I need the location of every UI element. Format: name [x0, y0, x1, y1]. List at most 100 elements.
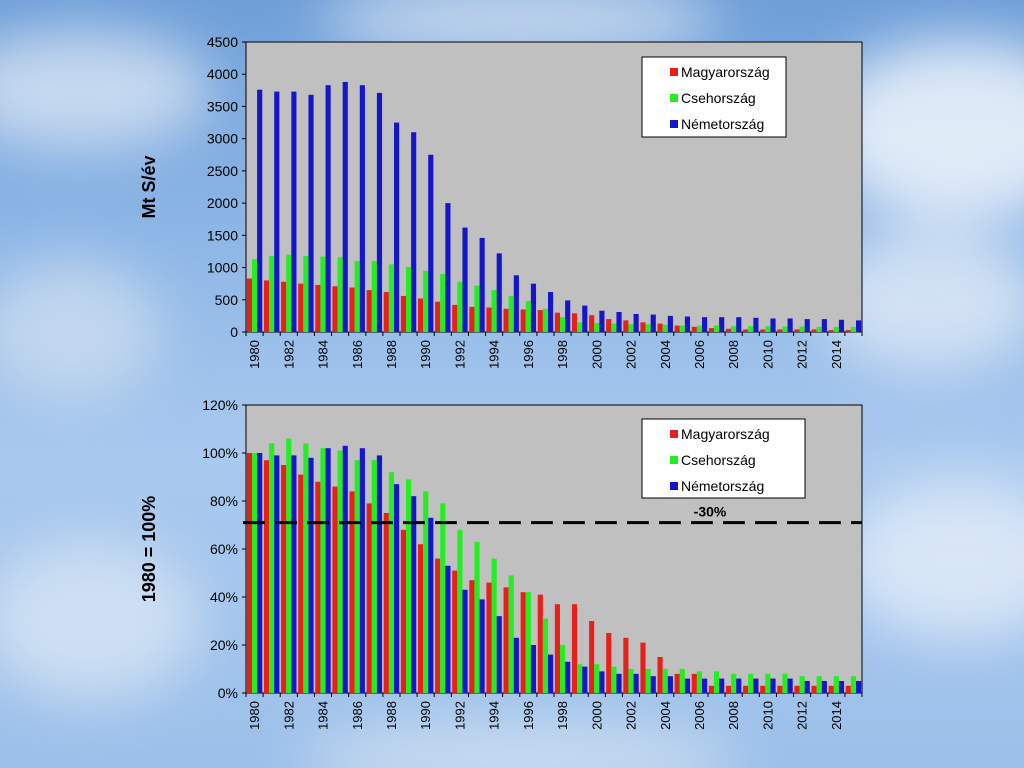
bar-0-1992 [452, 304, 458, 332]
bar-0-1983 [298, 283, 304, 332]
bar-1-1985 [337, 450, 343, 693]
bar-2-1984 [325, 85, 331, 332]
bar-0-2004 [657, 657, 663, 693]
bar-0-1998 [554, 312, 560, 332]
x-tick-label: 1980 [247, 701, 262, 730]
legend-swatch-1 [670, 94, 678, 102]
bar-1-1997 [542, 618, 549, 693]
bar-1-1995 [508, 295, 514, 332]
y-tick-label: 80% [210, 493, 238, 509]
x-tick-label: 1982 [281, 701, 296, 730]
bar-0-1993 [469, 306, 475, 332]
bar-1-1984 [320, 448, 326, 693]
bar-2-2011 [787, 318, 793, 332]
x-tick-label: 1994 [487, 701, 502, 730]
bar-0-1993 [469, 580, 475, 693]
bar-1-1989 [405, 266, 412, 332]
bar-2-1982 [291, 455, 297, 693]
bar-2-1992 [462, 227, 468, 332]
bar-1-2005 [679, 325, 685, 332]
bar-0-1988 [383, 292, 389, 332]
bar-1-2002 [628, 324, 634, 332]
bar-1-1980 [251, 453, 258, 693]
bar-0-1988 [383, 513, 389, 693]
bar-0-1996 [520, 592, 526, 693]
bar-0-2006 [691, 673, 697, 693]
y-tick-label: 2000 [207, 195, 238, 211]
bar-1-1996 [525, 301, 531, 332]
bar-1-2003 [645, 324, 651, 332]
bar-1-2000 [594, 322, 600, 332]
bar-1-1996 [525, 592, 531, 693]
bar-2-1991 [445, 565, 451, 693]
bar-2-1993 [479, 237, 485, 332]
bar-1-1994 [491, 558, 497, 693]
bar-0-2004 [657, 323, 663, 332]
bar-2-1994 [496, 253, 502, 332]
bar-0-1986 [349, 491, 355, 693]
bar-1-1999 [577, 664, 583, 693]
bar-0-1987 [366, 503, 372, 693]
x-tick-label: 2006 [692, 340, 707, 369]
bar-2-1998 [565, 661, 571, 693]
bar-2-2003 [650, 676, 656, 693]
bar-0-1984 [315, 284, 321, 332]
bar-0-2003 [640, 322, 646, 332]
bar-1-1985 [337, 257, 343, 332]
bar-1-2005 [679, 669, 685, 693]
bar-0-2010 [760, 685, 766, 693]
legend [641, 56, 787, 138]
bar-2-1997 [548, 654, 554, 693]
y-tick-label: 1500 [207, 227, 238, 243]
bar-2-2008 [736, 678, 742, 693]
bar-1-2000 [594, 664, 600, 693]
bar-2-1996 [530, 283, 537, 332]
x-tick-label: 1992 [452, 340, 467, 369]
x-tick-label: 1990 [418, 340, 433, 369]
bar-0-2007 [708, 328, 714, 332]
bar-1-1999 [577, 322, 583, 332]
x-tick-label: 2002 [624, 340, 639, 369]
bar-2-2007 [719, 678, 725, 693]
bar-2-2011 [787, 678, 793, 693]
bar-1-2015 [850, 676, 857, 693]
bar-1-2009 [748, 326, 754, 332]
bar-2-1989 [411, 132, 417, 332]
x-tick-label: 1996 [521, 701, 536, 730]
bar-2-2006 [702, 678, 708, 693]
bar-2-2007 [719, 317, 725, 332]
bar-2-2003 [650, 314, 656, 332]
bar-1-2011 [782, 326, 788, 332]
legend-label-2: Németország [681, 478, 764, 494]
y-tick-label: 3500 [207, 98, 238, 114]
bar-1-1986 [354, 460, 360, 693]
bar-0-2003 [640, 642, 646, 693]
x-tick-label: 1988 [384, 701, 399, 730]
bar-0-1991 [435, 558, 441, 693]
bar-0-2000 [589, 315, 595, 332]
bar-2-1986 [359, 85, 365, 332]
bar-0-2015 [845, 330, 851, 332]
bar-1-2004 [662, 324, 668, 332]
bar-0-2005 [674, 673, 680, 693]
bar-1-1984 [320, 256, 326, 332]
legend-label-0: Magyarország [681, 426, 770, 442]
bar-2-2008 [736, 317, 742, 332]
bar-2-1981 [274, 91, 280, 332]
x-tick-label: 2000 [589, 340, 604, 369]
bar-1-2010 [765, 326, 771, 332]
bar-1-1994 [491, 290, 497, 332]
y-axis-label: Mt S/év [139, 155, 159, 218]
bar-2-1997 [548, 292, 554, 332]
y-tick-label: 100% [202, 445, 238, 461]
bar-0-1992 [452, 570, 458, 693]
bar-0-2008 [725, 328, 732, 332]
legend-label-0: Magyarország [681, 64, 770, 80]
bar-0-1998 [554, 604, 560, 693]
x-tick-label: 2008 [726, 701, 741, 730]
bar-1-2010 [765, 673, 771, 693]
bar-1-2007 [713, 671, 720, 693]
bar-2-2000 [599, 310, 605, 332]
bar-0-1981 [263, 460, 270, 693]
